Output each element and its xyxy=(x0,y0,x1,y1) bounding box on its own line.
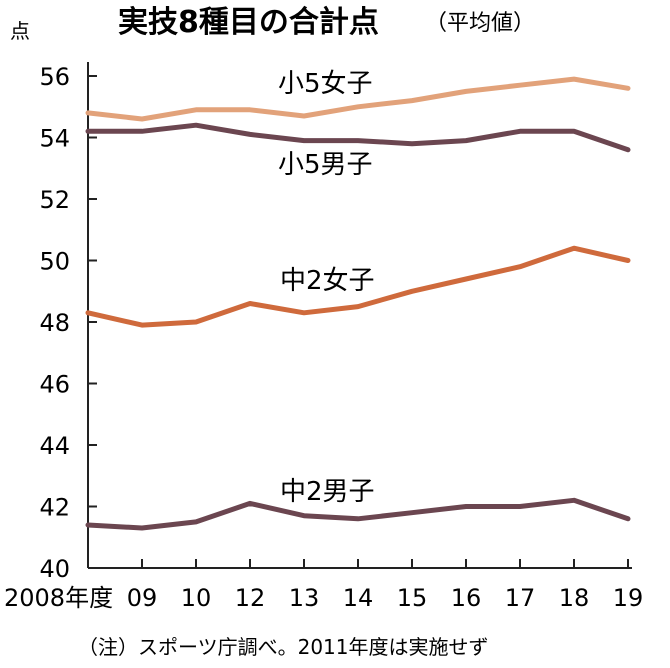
series-line-grade5-boys xyxy=(85,122,631,153)
y-tick-label: 46 xyxy=(39,371,70,399)
y-tick-label: 50 xyxy=(39,248,70,276)
series-label-jh2-girls: 中2女子 xyxy=(280,266,375,296)
axes: 40 42 44 46 48 50 52 54 56 2008年度 09 10 12 13 14 15 16 17… xyxy=(4,62,643,612)
x-tick-label: 16 xyxy=(451,584,482,612)
series-line-jh2-boys xyxy=(85,497,631,531)
x-tick-label: 09 xyxy=(127,584,158,612)
y-tick-label: 44 xyxy=(39,432,70,460)
x-tick-label: 2008年度 xyxy=(4,584,113,612)
series-label-grade5-girls: 小5女子 xyxy=(278,69,373,99)
x-tick-label: 13 xyxy=(289,584,320,612)
chart-title: 実技8種目の合計点 xyxy=(118,5,379,40)
x-tick-label: 19 xyxy=(613,584,644,612)
y-tick-label: 54 xyxy=(39,125,70,153)
source-note: （注）スポーツ庁調べ。2011年度は実施せず xyxy=(78,635,489,659)
x-tick-label: 18 xyxy=(559,584,590,612)
series-label-jh2-boys: 中2男子 xyxy=(280,477,375,507)
series-layer xyxy=(85,76,631,531)
y-tick-label: 56 xyxy=(39,63,70,91)
series-label-grade5-boys: 小5男子 xyxy=(278,150,373,180)
series-line-jh2-girls xyxy=(85,245,631,328)
x-tick-label: 17 xyxy=(505,584,536,612)
y-tick-label: 40 xyxy=(39,555,70,583)
x-tick-label: 12 xyxy=(235,584,266,612)
y-tick-label: 52 xyxy=(39,186,70,214)
y-tick-label: 48 xyxy=(39,309,70,337)
chart-subtitle: （平均値） xyxy=(425,11,535,36)
y-tick-label: 42 xyxy=(39,494,70,522)
series-line-grade5-girls xyxy=(85,76,631,122)
x-tick-label: 14 xyxy=(343,584,374,612)
x-tick-label: 10 xyxy=(181,584,212,612)
x-tick-label: 15 xyxy=(397,584,428,612)
y-axis-unit: 点 xyxy=(10,19,30,43)
